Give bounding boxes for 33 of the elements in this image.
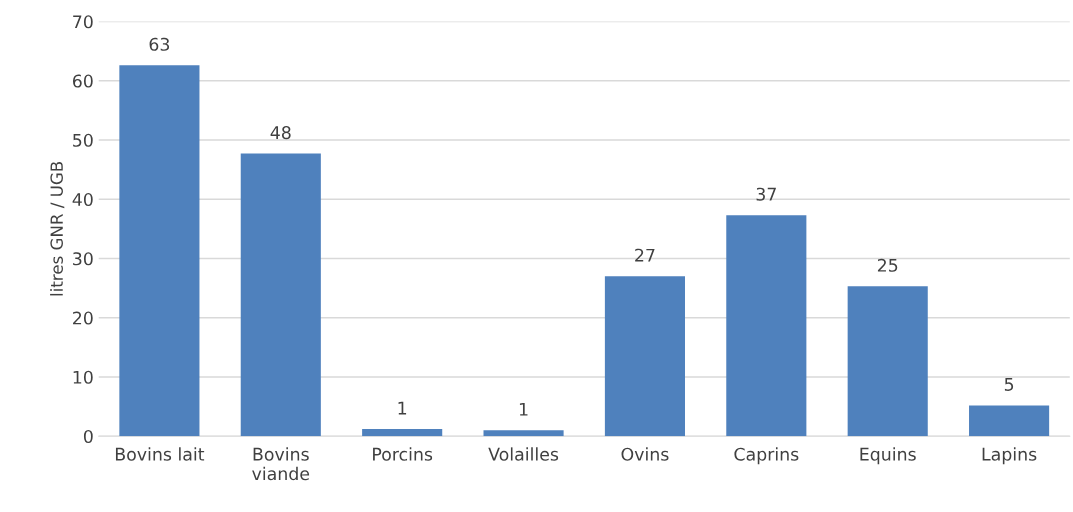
data-label: 1 [398,401,407,415]
bar [726,215,807,437]
bar [969,405,1050,437]
data-label: 5 [1004,378,1014,391]
data-label: 63 [149,37,170,51]
data-label: 48 [270,126,291,140]
y-tick-label: 0 [83,429,93,444]
bar [847,286,928,437]
bar [604,276,685,437]
y-tick-label: 10 [73,370,93,384]
x-tick-label: Bovins viande [252,447,310,481]
x-tick-label: Equins [860,447,916,465]
y-tick-label: 60 [72,74,93,88]
y-tick-label: 50 [73,133,93,147]
bar [119,65,200,437]
y-tick-label: 70 [73,15,93,29]
x-tick-label: Volailles [488,447,559,461]
data-label: 1 [519,402,528,416]
x-tick-label: Porcins [373,447,433,461]
x-tick-label: Bovins lait [115,447,205,461]
y-tick-label: 40 [72,192,93,207]
data-label: 37 [756,187,776,201]
y-tick-label: 20 [73,311,93,325]
bar [483,430,564,437]
data-label: 25 [877,258,898,272]
x-tick-label: Ovins [621,447,669,461]
bar [362,429,443,437]
data-label: 27 [635,248,655,262]
y-axis-title: litres GNR / UGB [50,161,65,296]
x-tick-label: Caprins [734,447,799,465]
x-tick-label: Lapins [982,447,1037,465]
y-tick-label: 30 [73,252,93,266]
bar [240,153,321,437]
